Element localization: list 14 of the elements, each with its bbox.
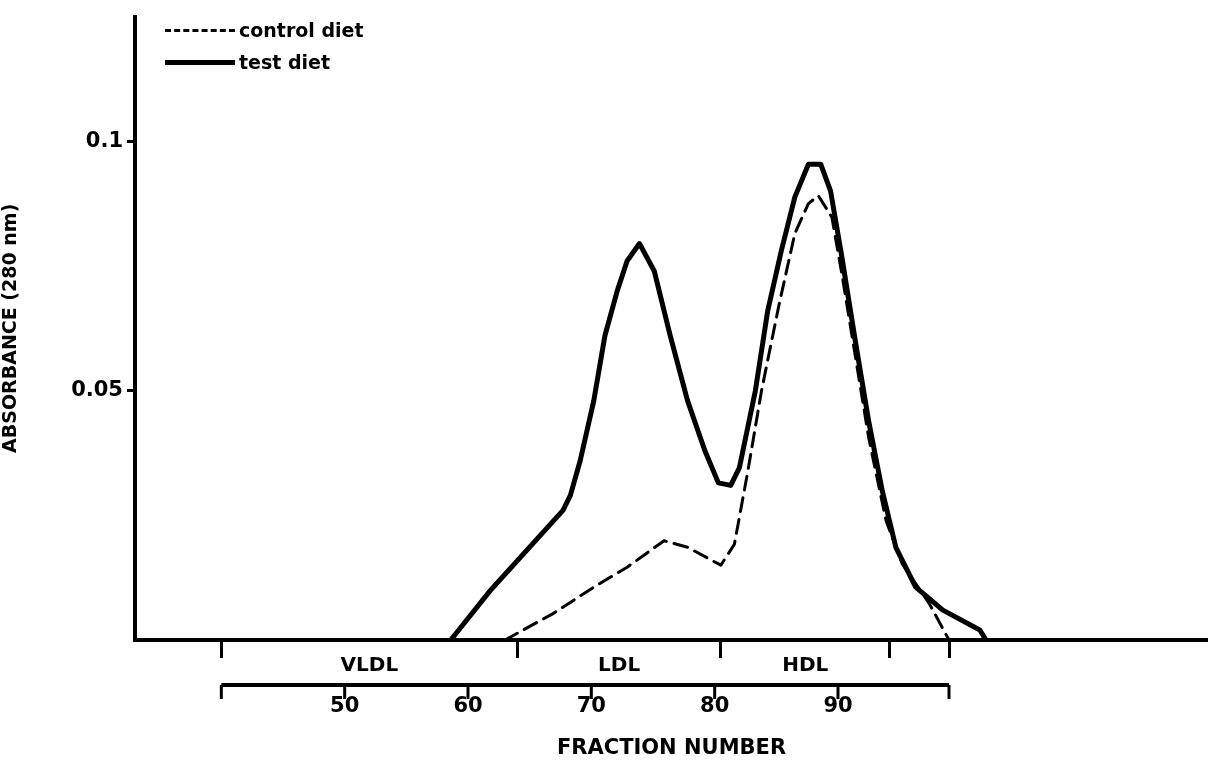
y-tick-label: 0.05 — [71, 377, 123, 402]
legend-label: test diet — [239, 51, 331, 73]
text: VLDL — [340, 652, 399, 677]
y-tick-label: 0.1 — [85, 127, 123, 152]
x-tick-label: 90 — [823, 693, 853, 718]
x-tick-label: 80 — [700, 693, 730, 718]
text: HDL — [782, 652, 829, 677]
x-tick-label: 50 — [330, 693, 360, 718]
x-axis-title: FRACTION NUMBER — [556, 734, 787, 759]
legend-label: control diet — [239, 19, 364, 41]
text: LDL — [598, 652, 641, 677]
x-tick-label: 70 — [576, 693, 606, 718]
x-tick-label: 60 — [453, 693, 483, 718]
y-axis-title: ABSORBANCE (280 nm) — [0, 203, 21, 453]
